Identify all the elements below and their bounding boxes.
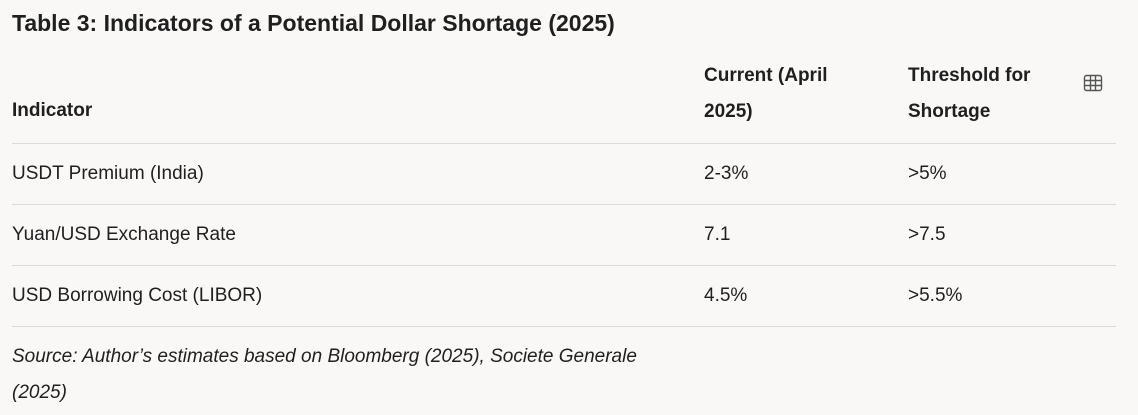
indicators-table: Indicator Current (April 2025) Threshold… — [12, 58, 1116, 327]
cell-threshold: >5% — [908, 163, 947, 184]
table-row: Yuan/USD Exchange Rate 7.1 >7.5 — [12, 205, 1116, 266]
column-header-indicator: Indicator — [12, 100, 93, 121]
table-header-row: Indicator Current (April 2025) Threshold… — [12, 58, 1116, 144]
column-header-current: Current (April 2025) — [704, 65, 828, 122]
table-grid-icon[interactable] — [1083, 73, 1103, 93]
table-title: Table 3: Indicators of a Potential Dolla… — [12, 10, 615, 36]
table-source-note: Source: Author’s estimates based on Bloo… — [12, 346, 637, 403]
table-row: USD Borrowing Cost (LIBOR) 4.5% >5.5% — [12, 266, 1116, 327]
cell-indicator: USD Borrowing Cost (LIBOR) — [12, 285, 263, 306]
cell-current: 2-3% — [704, 163, 749, 184]
cell-current: 7.1 — [704, 224, 731, 245]
cell-indicator: USDT Premium (India) — [12, 163, 204, 184]
column-header-threshold: Threshold for Shortage — [908, 65, 1031, 122]
cell-threshold: >7.5 — [908, 224, 946, 245]
cell-threshold: >5.5% — [908, 285, 963, 306]
table-row: USDT Premium (India) 2-3% >5% — [12, 144, 1116, 205]
cell-current: 4.5% — [704, 285, 748, 306]
cell-indicator: Yuan/USD Exchange Rate — [12, 224, 236, 245]
